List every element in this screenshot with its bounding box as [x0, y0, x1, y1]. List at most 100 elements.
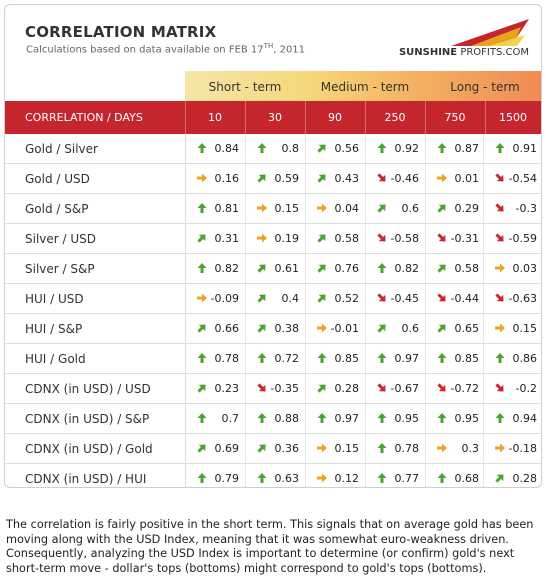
cell-divider	[483, 254, 484, 283]
row-pair-label: HUI / Gold	[25, 352, 86, 366]
logo-wordmark: SUNSHINE PROFITS.COM	[399, 47, 529, 58]
arrow-right-icon	[317, 203, 327, 213]
cell-divider	[365, 464, 366, 487]
correlation-value: -0.54	[508, 172, 537, 185]
arrow-up-icon	[257, 473, 267, 483]
cell-divider	[365, 434, 366, 463]
arrow-up-icon	[257, 413, 267, 423]
arrow-up-icon	[197, 263, 207, 273]
cell-divider	[365, 194, 366, 223]
correlation-value: 0.15	[512, 322, 538, 335]
correlation-value: 0.16	[214, 172, 240, 185]
cell-divider	[425, 224, 426, 253]
correlation-cell: 0.85	[305, 344, 365, 373]
cell-divider	[185, 194, 186, 223]
arrow-down-right-icon	[437, 383, 446, 392]
correlation-cell: -0.09	[185, 284, 245, 313]
cell-divider	[245, 224, 246, 253]
correlation-cell: 0.38	[245, 314, 305, 343]
correlation-value: 0.15	[334, 442, 360, 455]
correlation-cell: -0.3	[483, 194, 541, 223]
correlation-value: 0.43	[334, 172, 360, 185]
correlation-value: 0.7	[221, 412, 240, 425]
arrow-right-icon	[317, 473, 327, 483]
column-day-1500: 1500	[499, 111, 527, 124]
correlation-value: 0.82	[394, 262, 420, 275]
correlation-cell: -0.59	[483, 224, 541, 253]
correlation-cell: 0.79	[185, 464, 245, 487]
correlation-cell: 0.29	[425, 194, 485, 223]
correlation-cell: 0.01	[425, 164, 485, 193]
correlation-value: -0.44	[450, 292, 479, 305]
arrow-up-right-icon	[197, 234, 206, 243]
correlation-value: 0.97	[394, 352, 420, 365]
correlation-value: 0.28	[512, 472, 538, 485]
arrow-up-icon	[377, 353, 387, 363]
cell-divider	[483, 404, 484, 433]
correlation-value: -0.31	[450, 232, 479, 245]
cell-divider	[483, 344, 484, 373]
table-header: CORRELATION / DAYS 10 30 90 250 750 1500	[5, 101, 541, 134]
cell-divider	[185, 254, 186, 283]
cell-divider	[483, 434, 484, 463]
cell-divider	[425, 314, 426, 343]
arrow-up-right-icon	[197, 444, 206, 453]
correlation-value: 0.58	[454, 262, 480, 275]
arrow-right-icon	[257, 203, 267, 213]
column-day-10: 10	[208, 111, 222, 124]
correlation-value: 0.03	[512, 262, 538, 275]
correlation-cell: 0.8	[245, 134, 305, 163]
correlation-cell: 0.59	[245, 164, 305, 193]
correlation-cell: 0.92	[365, 134, 425, 163]
correlation-value: 0.63	[274, 472, 300, 485]
cell-divider	[483, 134, 484, 163]
arrow-right-icon	[197, 293, 207, 303]
cell-divider	[425, 254, 426, 283]
correlation-cell: 0.7	[185, 404, 245, 433]
cell-divider	[245, 374, 246, 403]
arrow-up-icon	[197, 353, 207, 363]
column-day-30: 30	[268, 111, 282, 124]
cell-divider	[245, 284, 246, 313]
arrow-up-icon	[437, 143, 447, 153]
cell-divider	[245, 404, 246, 433]
arrow-up-right-icon	[377, 324, 386, 333]
cell-divider	[245, 194, 246, 223]
arrow-up-icon	[377, 143, 387, 153]
correlation-value: -0.59	[508, 232, 537, 245]
correlation-cell: 0.61	[245, 254, 305, 283]
arrow-up-right-icon	[257, 294, 266, 303]
arrow-down-right-icon	[257, 383, 266, 392]
term-short: Short - term	[208, 80, 282, 94]
table-row: Gold / Silver 0.84 0.8 0.56 0.92 0.87 0.91	[5, 134, 541, 164]
correlation-cell: 0.15	[305, 434, 365, 463]
correlation-value: 0.15	[274, 202, 300, 215]
row-pair-label: CDNX (in USD) / HUI	[25, 472, 147, 486]
correlation-value: 0.85	[454, 352, 480, 365]
correlation-value: 0.59	[274, 172, 300, 185]
table-row: CDNX (in USD) / USD 0.23 -0.35 0.28 -0.67 -0.…	[5, 374, 541, 404]
correlation-value: 0.69	[214, 442, 240, 455]
arrow-up-icon	[377, 473, 387, 483]
row-pair-label: HUI / S&P	[25, 322, 83, 336]
correlation-value: 0.82	[214, 262, 240, 275]
cell-divider	[365, 314, 366, 343]
arrow-down-right-icon	[377, 173, 386, 182]
correlation-value: 0.36	[274, 442, 300, 455]
arrow-up-right-icon	[197, 384, 206, 393]
correlation-cell: 0.77	[365, 464, 425, 487]
cell-divider	[305, 194, 306, 223]
arrow-up-icon	[197, 473, 207, 483]
correlation-cell: 0.28	[305, 374, 365, 403]
correlation-cell: 0.15	[483, 314, 541, 343]
column-day-250: 250	[384, 111, 406, 124]
arrow-up-icon	[257, 353, 267, 363]
correlation-value: -0.63	[508, 292, 537, 305]
correlation-cell: 0.78	[365, 434, 425, 463]
correlation-value: 0.81	[214, 202, 240, 215]
correlation-cell: 0.85	[425, 344, 485, 373]
term-band: Short - term Medium - term Long - term	[185, 71, 541, 101]
correlation-cell: 0.81	[185, 194, 245, 223]
table-row: CDNX (in USD) / S&P 0.7 0.88 0.97 0.95 0.95 0.…	[5, 404, 541, 434]
subtitle-year: , 2011	[273, 44, 306, 56]
